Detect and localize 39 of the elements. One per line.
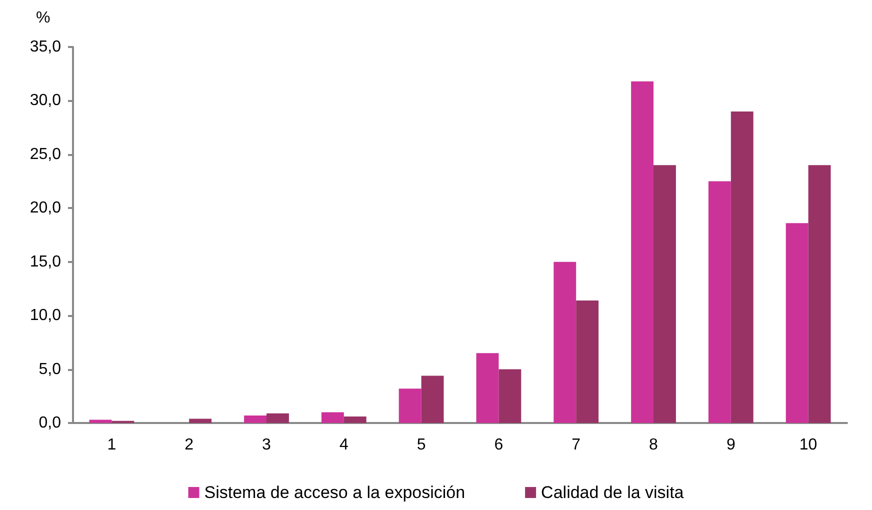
x-tick-label: 7 (572, 436, 581, 454)
y-tick-label: 20,0 (30, 200, 62, 217)
bar (244, 415, 266, 423)
x-tick-label: 4 (339, 436, 348, 454)
x-tick-label: 2 (184, 436, 194, 454)
bar (421, 376, 444, 423)
x-tick-label: 9 (726, 436, 736, 454)
y-tick-label: 5,0 (38, 360, 62, 378)
legend-label: Sistema de acceso a la exposición (204, 483, 466, 502)
bar (321, 412, 344, 423)
bar (808, 165, 831, 423)
bar (344, 416, 366, 423)
bar (498, 369, 522, 423)
bar (189, 418, 212, 423)
bar (554, 262, 576, 423)
y-axis-title: % (36, 10, 50, 26)
y-tick-label: 15,0 (30, 253, 62, 270)
bar (730, 111, 754, 423)
y-tick-label: 25,0 (30, 146, 62, 163)
legend-label: Calidad de la visita (541, 483, 684, 502)
y-tick-label: 30,0 (30, 92, 62, 110)
bar (89, 420, 112, 423)
y-tick-label: 10,0 (30, 307, 62, 324)
x-tick-label: 3 (262, 436, 272, 454)
x-tick-label: 6 (494, 436, 504, 454)
bar (708, 181, 731, 423)
bar (576, 300, 599, 423)
x-tick-label: 8 (649, 436, 658, 454)
bar (266, 413, 289, 423)
bar (786, 223, 808, 423)
bar (654, 165, 676, 423)
bar (476, 353, 499, 423)
y-tick-label: 35,0 (30, 38, 62, 56)
x-tick-label: 10 (799, 436, 818, 454)
bar (398, 388, 422, 423)
y-tick-label: 0,0 (38, 414, 62, 432)
x-tick-label: 5 (416, 436, 426, 454)
x-tick-label: 1 (107, 436, 116, 454)
bar (631, 81, 654, 423)
